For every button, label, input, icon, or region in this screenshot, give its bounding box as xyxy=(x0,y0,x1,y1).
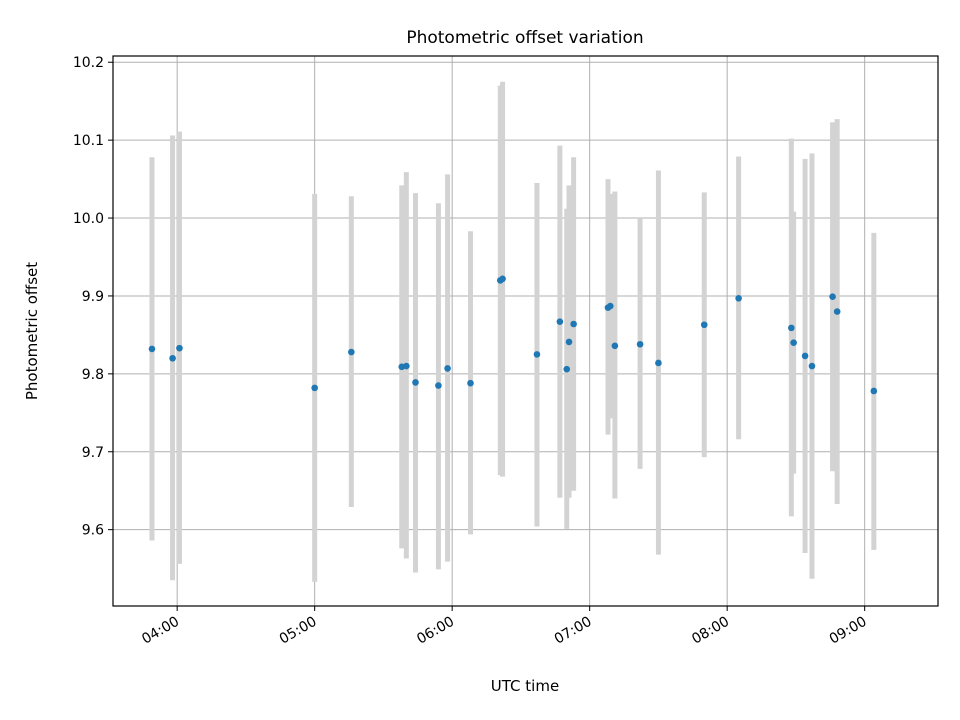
data-point xyxy=(735,294,742,302)
data-point xyxy=(565,338,573,346)
data-point xyxy=(435,382,442,389)
data-point xyxy=(606,302,614,310)
y-tick-label: 9.6 xyxy=(82,523,104,539)
y-tick-label: 10.0 xyxy=(73,211,104,227)
y-tick-label: 9.9 xyxy=(82,289,104,305)
y-axis-label: Photometric offset xyxy=(23,262,41,400)
data-point xyxy=(790,339,797,346)
data-points xyxy=(148,275,878,395)
data-point xyxy=(655,359,662,367)
grid-lines xyxy=(113,56,938,606)
x-axis-label: UTC time xyxy=(491,677,559,695)
data-point xyxy=(533,351,541,358)
data-point xyxy=(788,324,795,332)
y-tick-label: 9.7 xyxy=(82,445,104,461)
data-point xyxy=(412,379,419,386)
data-point xyxy=(808,362,816,370)
data-point xyxy=(148,345,156,353)
data-point xyxy=(636,340,644,348)
y-tick-label: 9.8 xyxy=(82,367,104,383)
data-point xyxy=(311,384,318,392)
data-point xyxy=(801,352,809,360)
y-axis-ticks: 9.6 9.7 9.8 9.9 10.0 10.1 10.2 xyxy=(73,55,113,539)
data-point xyxy=(556,318,564,325)
y-tick-label: 10.1 xyxy=(73,133,104,149)
data-point xyxy=(833,308,841,315)
data-point xyxy=(563,365,571,373)
data-point xyxy=(169,354,176,362)
data-point xyxy=(570,320,577,328)
data-point xyxy=(176,344,183,352)
data-point xyxy=(444,365,451,372)
data-point xyxy=(829,293,836,301)
chart-title: Photometric offset variation xyxy=(406,28,643,48)
data-point xyxy=(870,387,878,395)
data-point xyxy=(611,342,619,350)
data-point xyxy=(700,321,708,329)
plot-frame xyxy=(112,55,939,607)
data-point xyxy=(467,379,474,387)
data-point xyxy=(348,348,355,356)
y-tick-label: 10.2 xyxy=(73,55,104,71)
data-point xyxy=(403,362,410,370)
data-point xyxy=(499,275,506,283)
